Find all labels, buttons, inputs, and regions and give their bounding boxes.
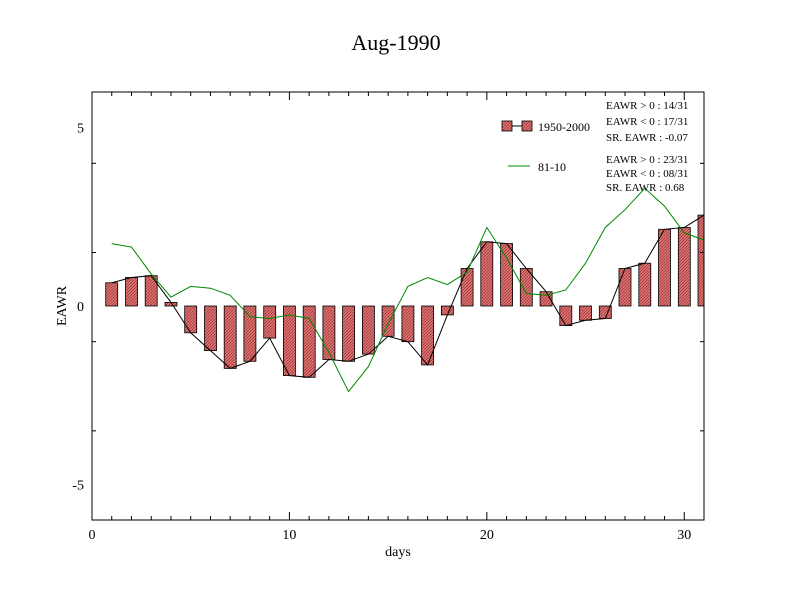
- bar-day-20: [480, 241, 494, 307]
- x-tick-label-30: 30: [677, 528, 691, 543]
- legend-entry-1950-2000: 1950-2000: [538, 120, 590, 134]
- y-axis: -5 0 5: [72, 122, 704, 521]
- chart-title: Aug-1990: [351, 30, 440, 55]
- bar-day-29: [658, 228, 671, 307]
- stat-81-10-positive: EAWR > 0 : 23/31: [606, 154, 688, 166]
- y-tick-label-0: 0: [77, 300, 84, 315]
- bar-day-30: [677, 227, 691, 307]
- bar-day-9: [263, 305, 277, 339]
- x-tick-label-10: 10: [282, 528, 296, 543]
- bar-day-19: [460, 268, 474, 307]
- stat-81-10-sr: SR. EAWR : 0.68: [606, 182, 685, 194]
- bar-day-21: [500, 243, 514, 307]
- bar-day-18: [440, 305, 454, 316]
- x-tick-label-0: 0: [89, 528, 96, 543]
- stat-81-10-negative: EAWR < 0 : 08/31: [606, 168, 688, 180]
- bar-day-11: [302, 305, 316, 378]
- stats-block: EAWR > 0 : 14/31 EAWR < 0 : 17/31 SR. EA…: [606, 100, 688, 194]
- bar-day-1: [105, 282, 119, 307]
- y-axis-label: EAWR: [55, 285, 70, 326]
- x-axis-label: days: [385, 545, 411, 560]
- x-tick-label-20: 20: [480, 528, 494, 543]
- plot-frame: [91, 91, 705, 521]
- bar-day-31: [697, 214, 704, 307]
- series-line-81-10: [111, 187, 704, 393]
- bar-day-24: [559, 305, 573, 327]
- y-tick-label--5: -5: [72, 478, 84, 493]
- bar-day-6: [204, 305, 217, 351]
- y-tick-label-5: 5: [77, 122, 84, 137]
- legend-bar-swatch-right: [521, 120, 533, 132]
- bar-day-14: [361, 305, 375, 355]
- bar-day-10: [282, 305, 296, 376]
- stat-1950-2000-negative: EAWR < 0 : 17/31: [606, 116, 688, 128]
- stat-1950-2000-positive: EAWR > 0 : 14/31: [606, 100, 688, 112]
- plot-marks: [105, 187, 704, 393]
- bar-day-2: [125, 277, 138, 307]
- bar-day-8: [243, 305, 257, 362]
- bar-day-5: [184, 305, 198, 334]
- bar-day-27: [618, 268, 632, 307]
- series-line-1950-2000: [111, 214, 704, 378]
- legend-entry-81-10: 81-10: [538, 160, 566, 174]
- stat-1950-2000-sr: SR. EAWR : -0.07: [606, 132, 688, 144]
- legend-bar-swatch-left: [501, 120, 513, 132]
- bar-day-7: [223, 305, 237, 369]
- legend: 1950-2000 81-10: [501, 120, 590, 174]
- bar-day-28: [638, 262, 652, 307]
- bar-day-13: [342, 305, 356, 362]
- bar-day-16: [401, 305, 415, 343]
- bar-day-25: [579, 305, 592, 321]
- bar-day-17: [421, 305, 435, 366]
- x-axis: 0 10 20 30: [89, 92, 705, 543]
- bar-day-3: [144, 275, 158, 307]
